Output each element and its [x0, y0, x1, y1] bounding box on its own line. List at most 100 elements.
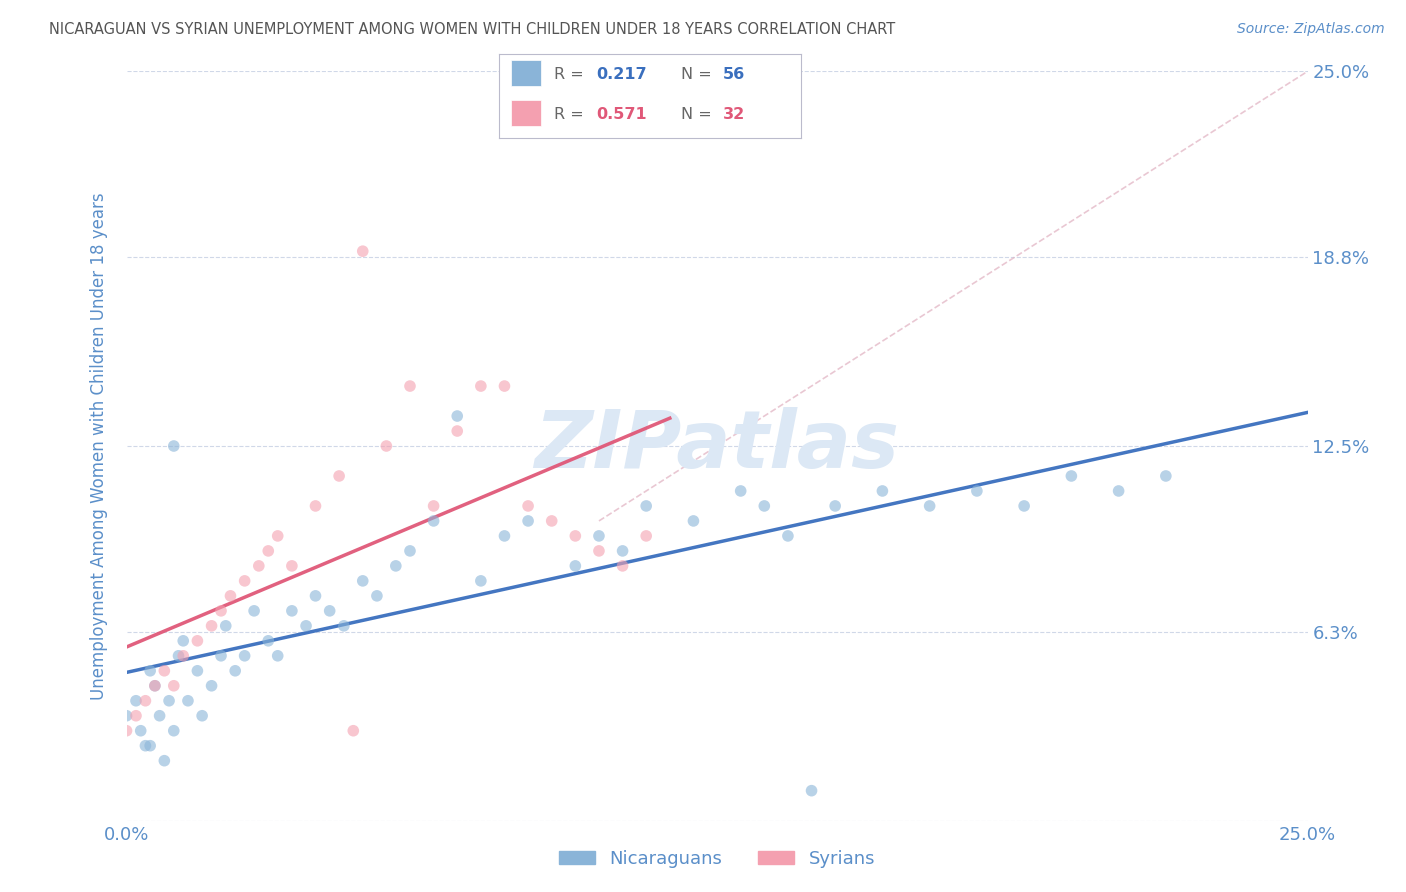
- Point: [636, 499, 658, 513]
- Point: [872, 483, 894, 498]
- Point: [1154, 469, 1177, 483]
- Point: [422, 499, 444, 513]
- Point: [1060, 469, 1083, 483]
- Point: [754, 499, 776, 513]
- Point: [636, 529, 658, 543]
- Point: [540, 514, 562, 528]
- Point: [243, 604, 266, 618]
- Point: [304, 499, 326, 513]
- Point: [399, 544, 422, 558]
- Point: [470, 574, 492, 588]
- Point: [824, 499, 846, 513]
- Point: [385, 558, 408, 573]
- Point: [612, 558, 634, 573]
- Point: [139, 739, 162, 753]
- Bar: [512, 61, 541, 86]
- Point: [163, 439, 186, 453]
- Point: [281, 604, 304, 618]
- Y-axis label: Unemployment Among Women with Children Under 18 years: Unemployment Among Women with Children U…: [90, 192, 108, 700]
- Point: [224, 664, 246, 678]
- Point: [209, 604, 232, 618]
- Point: [191, 708, 214, 723]
- Text: Source: ZipAtlas.com: Source: ZipAtlas.com: [1237, 22, 1385, 37]
- Point: [209, 648, 232, 663]
- Point: [134, 694, 156, 708]
- Point: [517, 514, 540, 528]
- Point: [494, 379, 516, 393]
- Point: [295, 619, 318, 633]
- Point: [281, 558, 304, 573]
- Text: N =: N =: [681, 67, 711, 82]
- Point: [267, 529, 290, 543]
- Point: [125, 694, 148, 708]
- Point: [139, 664, 162, 678]
- Point: [233, 648, 256, 663]
- Point: [564, 558, 586, 573]
- Point: [143, 679, 166, 693]
- Point: [366, 589, 388, 603]
- Text: N =: N =: [681, 107, 711, 122]
- Text: 32: 32: [723, 107, 745, 122]
- Point: [446, 424, 468, 438]
- Point: [257, 544, 280, 558]
- Point: [172, 648, 194, 663]
- Point: [186, 664, 208, 678]
- Point: [375, 439, 398, 453]
- Point: [247, 558, 270, 573]
- Text: R =: R =: [554, 67, 583, 82]
- Point: [730, 483, 752, 498]
- Point: [177, 694, 200, 708]
- Point: [1012, 499, 1035, 513]
- Point: [682, 514, 704, 528]
- Point: [564, 529, 586, 543]
- Point: [304, 589, 326, 603]
- Text: 0.571: 0.571: [596, 107, 647, 122]
- Text: R =: R =: [554, 107, 583, 122]
- Point: [134, 739, 156, 753]
- Point: [399, 379, 422, 393]
- Point: [186, 633, 208, 648]
- Point: [318, 604, 340, 618]
- Text: ZIPatlas: ZIPatlas: [534, 407, 900, 485]
- Point: [163, 723, 186, 738]
- Point: [143, 679, 166, 693]
- Point: [172, 633, 194, 648]
- Point: [215, 619, 238, 633]
- Point: [257, 633, 280, 648]
- Point: [200, 679, 222, 693]
- Point: [115, 708, 138, 723]
- Point: [267, 648, 290, 663]
- Point: [200, 619, 222, 633]
- Point: [163, 679, 186, 693]
- Point: [800, 783, 823, 797]
- Point: [125, 708, 148, 723]
- Point: [517, 499, 540, 513]
- Point: [149, 708, 172, 723]
- Point: [588, 529, 610, 543]
- Point: [219, 589, 242, 603]
- Point: [157, 694, 180, 708]
- Point: [342, 723, 364, 738]
- Point: [588, 544, 610, 558]
- Point: [233, 574, 256, 588]
- Text: 56: 56: [723, 67, 745, 82]
- Point: [115, 723, 138, 738]
- Point: [918, 499, 941, 513]
- Point: [352, 244, 374, 259]
- Point: [167, 648, 190, 663]
- Text: 0.217: 0.217: [596, 67, 647, 82]
- Point: [446, 409, 468, 423]
- Point: [333, 619, 356, 633]
- Point: [153, 664, 176, 678]
- Point: [352, 574, 374, 588]
- Point: [470, 379, 492, 393]
- Point: [612, 544, 634, 558]
- Text: NICARAGUAN VS SYRIAN UNEMPLOYMENT AMONG WOMEN WITH CHILDREN UNDER 18 YEARS CORRE: NICARAGUAN VS SYRIAN UNEMPLOYMENT AMONG …: [49, 22, 896, 37]
- Point: [422, 514, 444, 528]
- Point: [494, 529, 516, 543]
- Legend: Nicaraguans, Syrians: Nicaraguans, Syrians: [551, 843, 883, 875]
- Point: [153, 754, 176, 768]
- Point: [129, 723, 152, 738]
- Point: [1108, 483, 1130, 498]
- Point: [966, 483, 988, 498]
